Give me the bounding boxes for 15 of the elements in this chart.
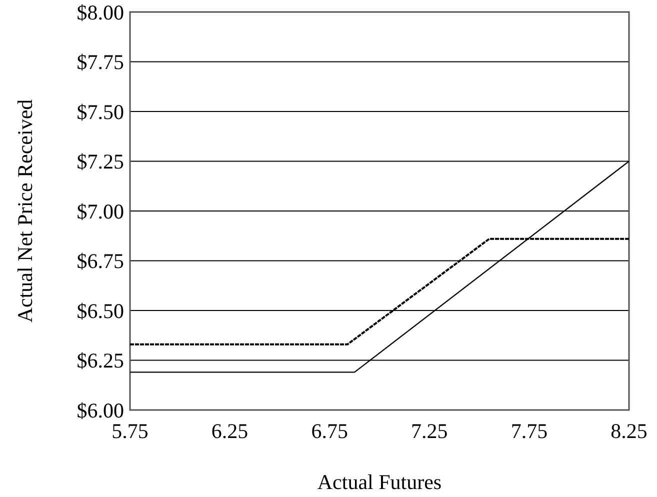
- x-tick-label: 6.25: [211, 419, 248, 443]
- y-tick-label: $6.25: [76, 348, 124, 373]
- x-tick-label: 8.25: [610, 419, 648, 443]
- x-tick-label: 6.75: [311, 419, 348, 443]
- y-tick-label: $6.50: [76, 298, 124, 323]
- x-tick-label: 7.25: [411, 419, 448, 443]
- y-tick-label: $7.00: [76, 199, 124, 224]
- y-tick-label: $7.75: [76, 50, 124, 74]
- x-axis-title: Actual Futures: [317, 470, 442, 494]
- y-tick-label: $7.25: [76, 150, 124, 174]
- x-tick-label: 7.75: [510, 419, 548, 443]
- y-tick-label: $7.50: [76, 100, 124, 124]
- y-tick-label: $6.75: [76, 249, 124, 274]
- y-tick-label: $8.00: [76, 0, 124, 24]
- y-axis-title: Actual Net Price Received: [13, 98, 37, 323]
